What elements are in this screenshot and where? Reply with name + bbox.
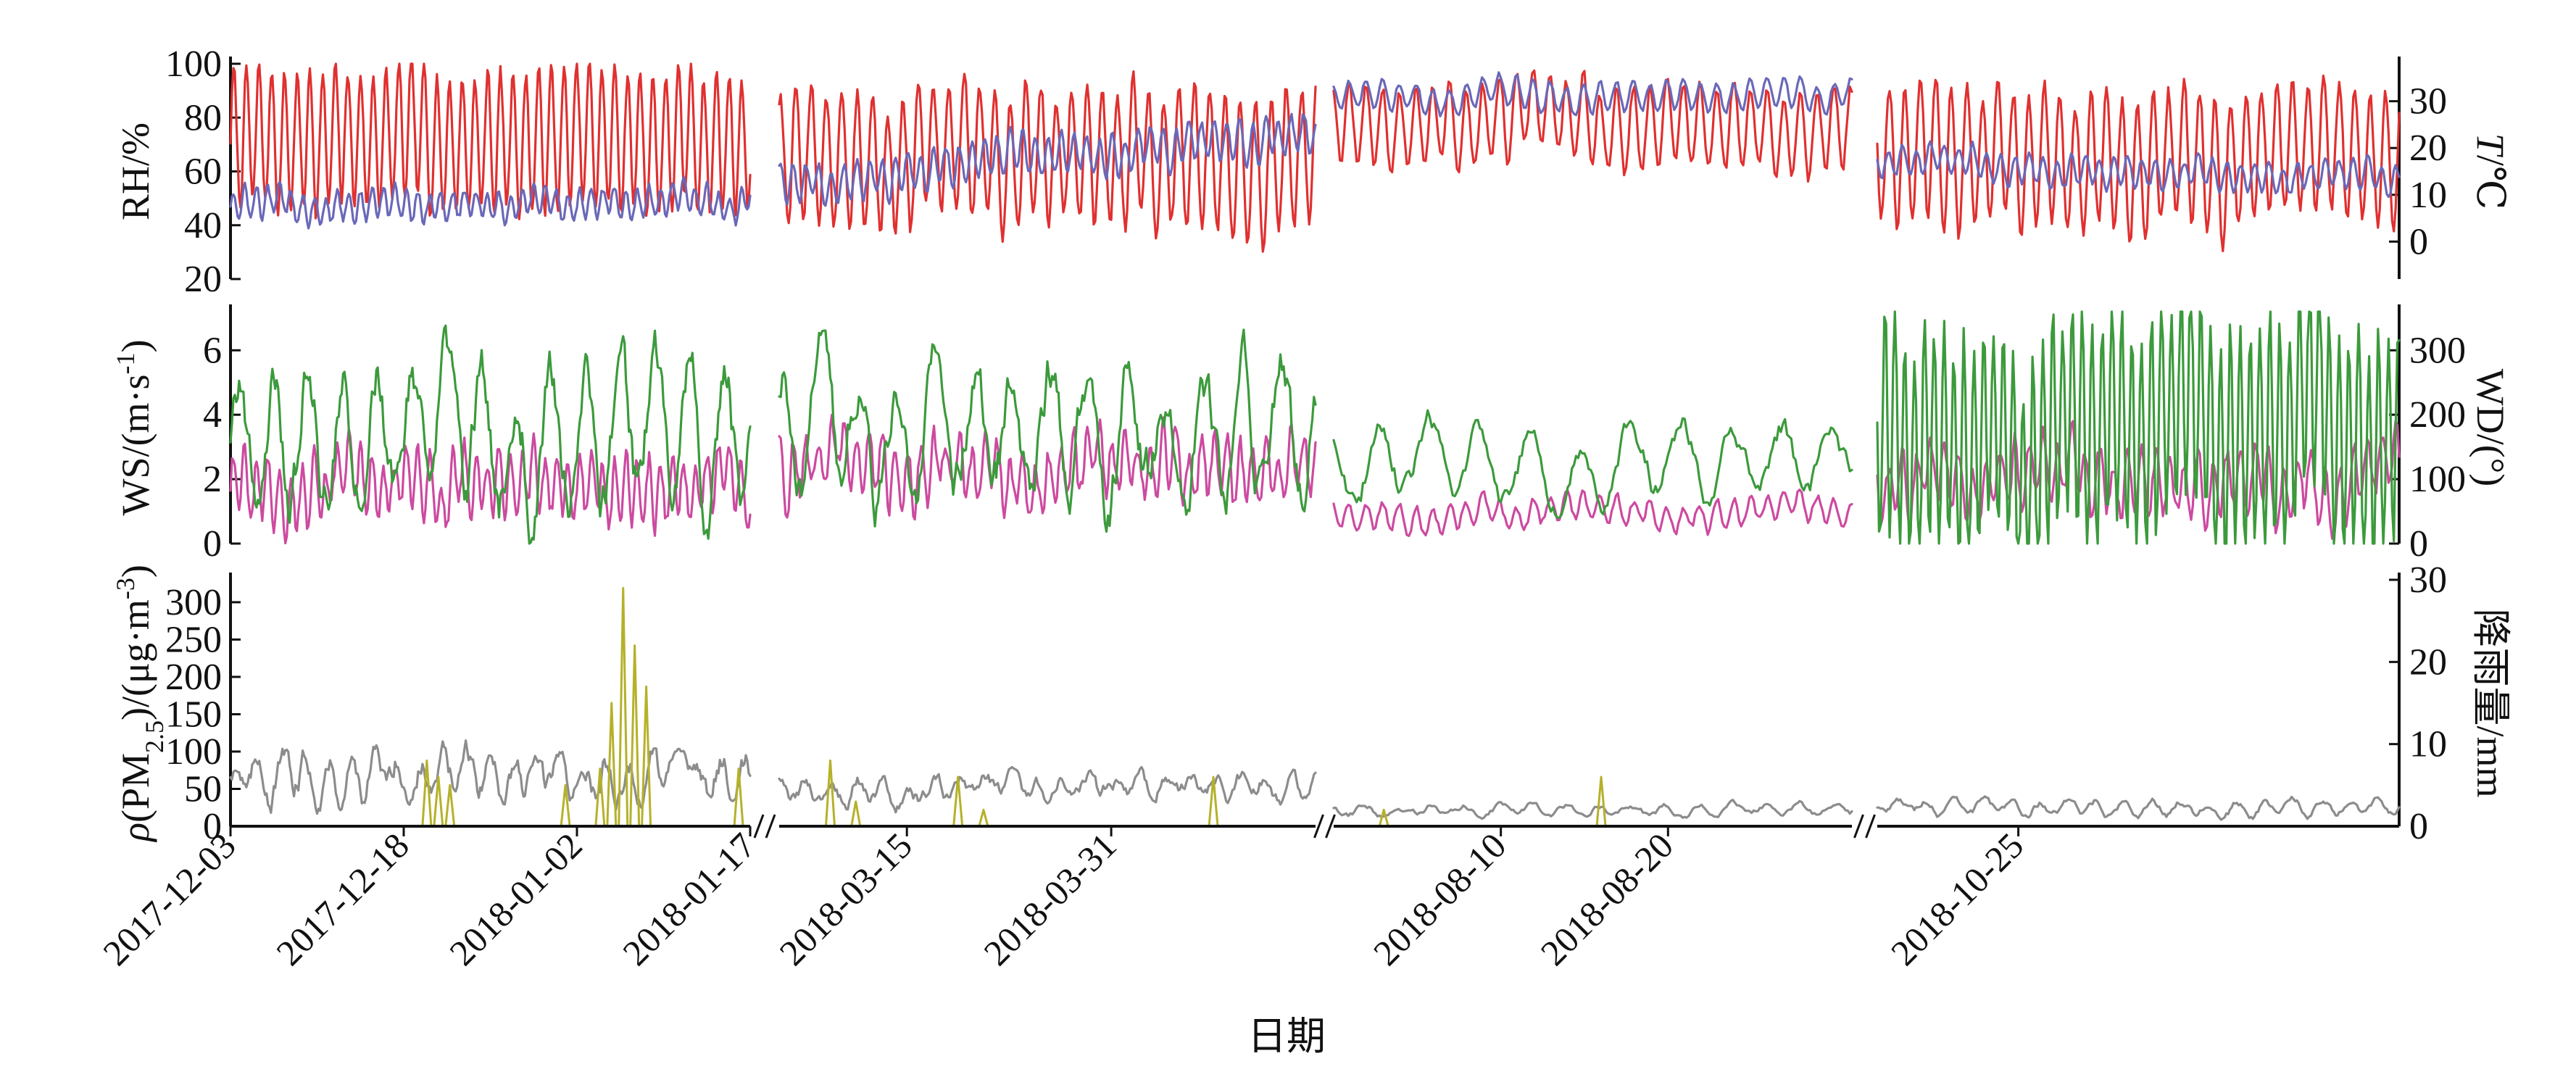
x-tick-label: 2017-12-18 <box>268 825 417 973</box>
left-tick-label: 60 <box>184 151 222 193</box>
x-tick-label: 2018-10-25 <box>1883 825 2032 973</box>
rain-spike <box>618 586 629 828</box>
series-line-pm25 <box>1332 799 1853 820</box>
axis-break-mark <box>1853 814 1864 839</box>
left-axis-title: ρ(PM2.5)/(μg·m-3) <box>111 565 169 843</box>
rain-spike <box>850 800 862 828</box>
x-tick-label: 2018-03-15 <box>771 825 920 973</box>
series-line-wd <box>778 328 1317 533</box>
left-tick-label: 40 <box>184 205 222 246</box>
left-tick-label: 250 <box>165 619 222 660</box>
series-line-rh <box>1876 74 2401 252</box>
rain-spike <box>1208 775 1219 828</box>
rain-spike <box>594 768 606 828</box>
rain-spike <box>978 808 989 828</box>
panel-middle: 0 2 4 6 0 100 200 300 WS/(m·s-1) WD/(°) <box>111 304 2512 565</box>
series-line-rh <box>1332 69 1853 183</box>
left-tick-label: 20 <box>184 259 222 300</box>
axis-break-mark <box>1865 814 1876 839</box>
rain-spike <box>1595 775 1607 828</box>
right-tick-label: 10 <box>2409 175 2447 216</box>
left-tick-label: 50 <box>184 768 222 810</box>
panel-bottom: 0501001502002503000102030ρ(PM2.5)/(μg·m-… <box>111 560 2512 847</box>
series-line-ws <box>229 428 752 545</box>
rain-spike <box>952 775 964 828</box>
left-tick-label: 6 <box>203 330 222 371</box>
right-tick-label: 30 <box>2409 560 2447 601</box>
series-line-rh <box>229 62 752 220</box>
rain-spike <box>560 783 571 828</box>
rain-spike <box>824 759 836 828</box>
x-tick-label: 2018-01-02 <box>441 825 590 973</box>
axis-break-mark <box>1325 814 1336 839</box>
right-tick-label: 300 <box>2409 330 2466 371</box>
x-tick-label: 2018-01-17 <box>615 825 763 973</box>
series-line-wd <box>229 324 752 545</box>
axis-break-mark <box>1313 814 1324 839</box>
axis-break-mark <box>753 814 765 839</box>
rain-spike <box>606 702 618 828</box>
right-tick-label: 0 <box>2409 221 2428 262</box>
left-tick-label: 100 <box>165 731 222 773</box>
left-tick-label: 2 <box>203 459 222 500</box>
rain-spike <box>641 685 652 828</box>
right-axis-title: WD/(°) <box>2469 369 2512 487</box>
x-tick-label: 2018-08-10 <box>1366 825 1514 973</box>
left-axis-title: WS/(m·s-1) <box>111 340 157 516</box>
series-line-wd <box>1876 310 2401 545</box>
left-tick-label: 80 <box>184 97 222 138</box>
series-line-rh <box>778 70 1317 253</box>
rain-spike <box>629 644 641 828</box>
right-tick-label: 20 <box>2409 128 2447 169</box>
panel-top: 20 40 60 80 100 0 10 20 30 RH/% T/℃ <box>114 43 2512 300</box>
x-tick-label: 2018-03-31 <box>976 825 1124 973</box>
rain-spike <box>444 783 456 828</box>
left-tick-label: 0 <box>203 523 222 565</box>
series-line-pm25 <box>229 739 752 815</box>
x-axis-label: 日期 <box>1247 1015 1326 1058</box>
right-tick-label: 20 <box>2409 641 2447 683</box>
series-line-t <box>778 112 1317 207</box>
left-tick-label: 4 <box>203 394 222 436</box>
rain-spike <box>433 775 444 828</box>
left-tick-label: 300 <box>165 582 222 623</box>
series-line-wd <box>1332 409 1853 519</box>
x-tick-label: 2017-12-03 <box>95 825 244 973</box>
left-tick-label: 200 <box>165 657 222 698</box>
right-tick-label: 0 <box>2409 806 2428 847</box>
rain-spike <box>1378 808 1389 828</box>
rain-spike <box>421 759 433 828</box>
left-axis-title: RH/% <box>114 122 157 220</box>
right-tick-label: 10 <box>2409 724 2447 765</box>
right-axis-title: 降雨量/mm <box>2469 608 2512 797</box>
series-line-t <box>1876 140 2401 199</box>
x-tick-label: 2018-08-20 <box>1532 825 1681 973</box>
series-line-ws <box>1332 488 1853 537</box>
left-tick-label: 0 <box>203 806 222 847</box>
right-tick-label: 100 <box>2409 459 2466 500</box>
right-tick-label: 30 <box>2409 81 2447 122</box>
axis-break-mark <box>765 814 776 839</box>
rain-spike <box>733 768 744 828</box>
left-tick-label: 150 <box>165 694 222 735</box>
series-line-pm25 <box>1876 795 2401 821</box>
right-tick-label: 200 <box>2409 394 2466 436</box>
left-tick-label: 100 <box>165 43 222 85</box>
series-line-ws <box>778 413 1317 521</box>
series-line-t <box>1332 71 1853 117</box>
series-line-t <box>229 175 752 230</box>
right-axis-title: T/℃ <box>2469 133 2512 209</box>
right-tick-label: 0 <box>2409 523 2428 565</box>
series-line-pm25 <box>778 765 1317 814</box>
